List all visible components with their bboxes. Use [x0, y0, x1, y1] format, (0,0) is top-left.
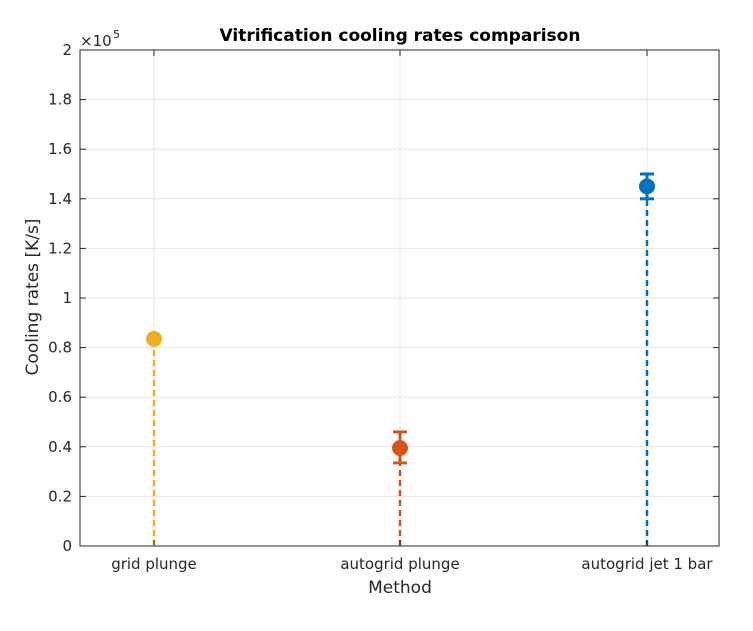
y-tick-label: 2 — [62, 41, 72, 59]
y-tick-label: 0.8 — [48, 339, 72, 357]
y-multiplier-exponent: 5 — [113, 28, 120, 41]
y-tick-label: 1.4 — [48, 190, 72, 208]
y-multiplier: ×10 5 — [80, 28, 120, 50]
y-tick-label: 0.2 — [48, 487, 72, 505]
x-tick-label: autogrid plunge — [340, 555, 459, 573]
y-tick-label: 0 — [62, 537, 72, 555]
y-tick-label: 1 — [62, 289, 72, 307]
x-tick-label: grid plunge — [111, 555, 197, 573]
y-axis-ticks: 0 0.2 0.4 0.6 0.8 1 1.2 1.4 1.6 1.8 2 — [48, 41, 719, 555]
y-tick-label: 1.6 — [48, 140, 72, 158]
chart-title: Vitrification cooling rates comparison — [220, 26, 581, 46]
x-tick-label: autogrid jet 1 bar — [581, 555, 713, 573]
y-tick-label: 0.4 — [48, 438, 72, 456]
stems — [146, 172, 655, 546]
y-tick-label: 1.8 — [48, 91, 72, 109]
y-tick-label: 1.2 — [48, 239, 72, 257]
y-axis-label: Cooling rates [K/s] — [23, 219, 43, 376]
data-point — [392, 440, 408, 457]
data-point — [146, 330, 162, 347]
y-tick-label: 0.6 — [48, 388, 72, 406]
data-point — [639, 178, 655, 195]
x-axis-ticks: grid plunge autogrid plunge autogrid jet 1… — [111, 50, 713, 573]
x-axis-label: Method — [368, 578, 432, 598]
y-multiplier-base: ×10 — [80, 32, 112, 50]
